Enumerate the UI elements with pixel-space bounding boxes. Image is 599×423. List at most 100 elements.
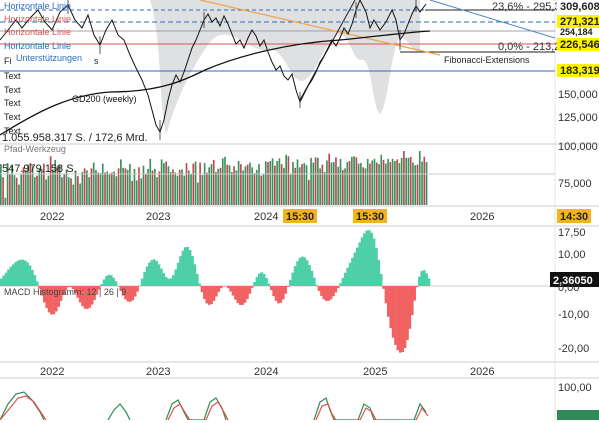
volume-bar [287, 156, 290, 205]
macd-bar [83, 286, 87, 309]
annotation-7: s [94, 56, 99, 66]
macd-bar [255, 277, 259, 286]
macd-bar [64, 286, 68, 291]
year-label-2022-bottom: 2022 [40, 366, 64, 378]
macd-bar [215, 286, 218, 297]
volume-bar [99, 173, 102, 205]
macd-bar [200, 286, 204, 293]
volume-bar [251, 167, 254, 205]
macd-bar [148, 262, 151, 286]
macd-bar [50, 286, 53, 315]
macd-bar [327, 286, 330, 301]
macd-bar [167, 278, 170, 286]
volume-bar [56, 166, 59, 205]
macd-bar [114, 281, 118, 286]
price-tag-1: 309,608 [560, 1, 599, 13]
volume-bar [289, 174, 292, 205]
macd-bar [183, 247, 187, 286]
macd-bar [217, 286, 221, 292]
volume-bar [339, 158, 342, 205]
volume-bar [296, 159, 299, 205]
volume-bar [242, 170, 244, 205]
macd-bar [21, 259, 25, 286]
volume-bar [92, 162, 95, 205]
macd-bar [427, 278, 431, 286]
volume-bar [398, 163, 401, 205]
volume-bar [113, 171, 115, 205]
oscillator-panel: 100,00 [0, 382, 599, 421]
macd-bar [86, 286, 89, 309]
macd-bar [341, 277, 345, 286]
macd-bar [164, 277, 168, 286]
macd-bar [69, 286, 72, 287]
volume-bar [45, 179, 47, 205]
volume-bar [2, 177, 4, 205]
macd-bar [420, 271, 424, 286]
volume-bar [63, 173, 66, 205]
gd200-line [0, 30, 431, 136]
volume-bar [203, 163, 206, 205]
macd-bar [152, 259, 156, 286]
price-tag-bg-3 [557, 28, 599, 37]
osc-line-green [0, 391, 45, 421]
macd-bar [43, 286, 46, 303]
macd-bar [339, 283, 342, 286]
macd-value-tag-bg [550, 272, 599, 287]
macd-bar [418, 276, 421, 286]
macd-bar [391, 286, 395, 338]
volume-bar [101, 163, 104, 205]
volume-bar [9, 174, 11, 205]
volume-bar [319, 168, 321, 205]
macd-bar [367, 230, 371, 286]
macd-bar [303, 257, 307, 286]
macd-bar [277, 286, 280, 304]
volume-bar [328, 153, 331, 205]
volume-bar [253, 173, 256, 205]
volume-bar [378, 164, 380, 205]
volume-bar [221, 158, 224, 205]
macd-bar [329, 286, 333, 300]
volume-bar [262, 173, 265, 205]
volume-bar [156, 177, 158, 205]
volume-bar [371, 160, 374, 205]
volume-bar [285, 154, 287, 205]
volume-bar [6, 163, 9, 205]
volume-bar [120, 159, 122, 205]
macd-bar [389, 286, 393, 329]
macd-bar [7, 269, 10, 286]
macd-bar [169, 278, 173, 286]
year-label-2026: 2026 [470, 211, 494, 223]
volume-bar [233, 166, 235, 205]
volume-bar [292, 162, 294, 205]
macd-bar [179, 256, 182, 286]
macd-bar [262, 273, 266, 286]
macd-bar [81, 286, 84, 307]
volume-bar [31, 166, 34, 205]
volume-bar [153, 168, 156, 205]
volume-bar [240, 164, 242, 205]
macd-bar [52, 286, 56, 315]
macd-bar [66, 286, 70, 288]
right-time-tag-bg [557, 209, 591, 223]
volume-bar [348, 161, 351, 205]
fib-label-0: 0,0% - 213,2 [498, 41, 560, 53]
volume-bar [20, 174, 23, 205]
volume-bar [185, 163, 188, 205]
volume-bar [49, 156, 52, 205]
annotation-3: Horizontale Linie [4, 27, 71, 37]
macd-bar [363, 233, 366, 286]
price-tag-bg-1 [557, 0, 599, 12]
volume-bar [70, 178, 72, 205]
volume-bar [27, 164, 29, 205]
macd-bar [133, 286, 137, 297]
volume-bar [36, 175, 38, 205]
volume-bar [140, 178, 143, 205]
volume-bar [360, 163, 362, 205]
annotation-2: Horizontale Linie [4, 14, 71, 24]
macd-bar [358, 242, 362, 286]
volume-bar [391, 158, 394, 205]
macd-bar [269, 286, 273, 291]
volume-bar [267, 162, 269, 205]
price-tag-4: 226,546 [560, 39, 599, 51]
